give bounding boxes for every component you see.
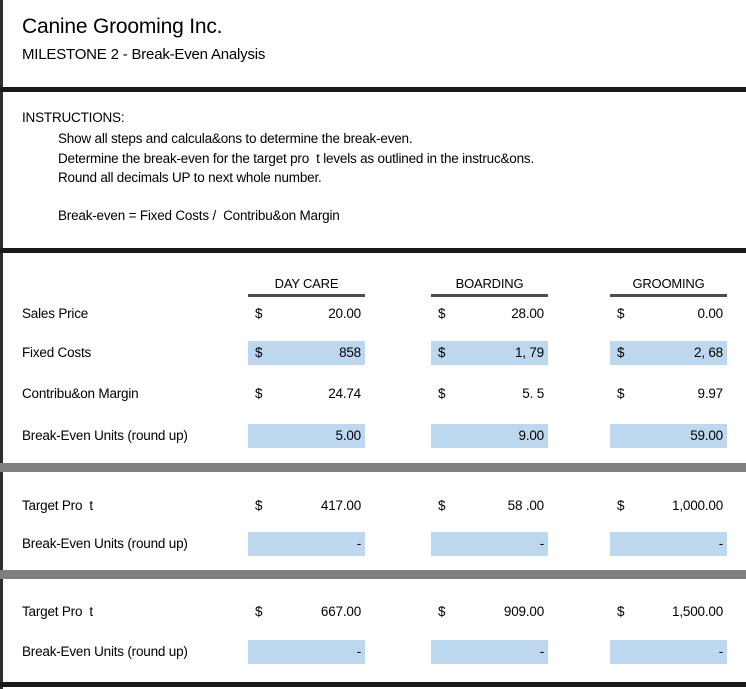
cell-value: 9.00 (518, 428, 545, 443)
row-label: Break-Even Units (round up) (22, 536, 188, 551)
currency-symbol: $ (255, 345, 263, 360)
section-divider-black (0, 87, 746, 92)
left-border-rule (0, 0, 3, 689)
currency-symbol: $ (255, 604, 263, 619)
cell-value: 1, 79 (514, 345, 544, 360)
input-cell-fixed-costs-boarding[interactable]: $ 1, 79 (431, 341, 548, 365)
currency-symbol: $ (617, 306, 625, 321)
cell-sales-price-boarding: $ 28.00 (431, 302, 548, 326)
cell-value: 1,000.00 (672, 498, 723, 513)
cell-target-profit2-daycare: $ 667.00 (248, 600, 365, 624)
bottom-border-rule (0, 682, 746, 687)
cell-contribution-margin-daycare: $ 24.74 (248, 382, 365, 406)
cell-value: 5.00 (335, 428, 362, 443)
cell-value: 2, 68 (693, 345, 723, 360)
currency-symbol: $ (617, 498, 625, 513)
row-label: Fixed Costs (22, 345, 92, 360)
currency-symbol: $ (617, 345, 625, 360)
cell-target-profit1-grooming: $ 1,000.00 (610, 494, 727, 518)
cell-value: - (539, 536, 545, 551)
cell-value: 9.97 (697, 386, 724, 401)
input-cell-beu3-boarding[interactable]: - (431, 640, 548, 664)
table-row-break-even-units-1: Break-Even Units (round up) 5.00 9.00 59… (0, 424, 746, 448)
column-header-label: DAY CARE (274, 276, 339, 291)
cell-value: - (718, 644, 724, 659)
row-label: Contribu&on Margin (22, 386, 139, 401)
table-row-sales-price: Sales Price $ 20.00 $ 28.00 $ 0.00 (0, 302, 746, 326)
input-cell-beu2-daycare[interactable]: - (248, 532, 365, 556)
column-header-daycare: DAY CARE (248, 276, 365, 297)
currency-symbol: $ (438, 345, 446, 360)
currency-symbol: $ (438, 306, 446, 321)
cell-value: - (718, 536, 724, 551)
input-cell-beu2-boarding[interactable]: - (431, 532, 548, 556)
cell-value: 858 (339, 345, 361, 360)
table-row-break-even-units-3: Break-Even Units (round up) - - - (0, 640, 746, 664)
table-row-target-profit-2: Target Pro t $ 667.00 $ 909.00 $ 1,500.0… (0, 600, 746, 624)
cell-value: 0.00 (697, 306, 724, 321)
currency-symbol: $ (617, 604, 625, 619)
cell-target-profit2-grooming: $ 1,500.00 (610, 600, 727, 624)
row-label: Break-Even Units (round up) (22, 428, 188, 443)
column-header-label: GROOMING (632, 276, 705, 291)
break-even-formula: Break-even = Fixed Costs / Contribu&on M… (58, 208, 340, 223)
cell-sales-price-grooming: $ 0.00 (610, 302, 727, 326)
cell-target-profit2-boarding: $ 909.00 (431, 600, 548, 624)
instruction-line: Show all steps and calcula&ons to determ… (58, 131, 413, 146)
column-header-boarding: BOARDING (431, 276, 548, 297)
currency-symbol: $ (438, 386, 446, 401)
cell-value: 24.74 (328, 386, 361, 401)
currency-symbol: $ (438, 604, 446, 619)
instructions-heading: INSTRUCTIONS: (22, 110, 125, 125)
input-cell-beu1-daycare[interactable]: 5.00 (248, 424, 365, 448)
input-cell-beu3-grooming[interactable]: - (610, 640, 727, 664)
input-cell-beu2-grooming[interactable]: - (610, 532, 727, 556)
section-divider-gray (0, 463, 746, 472)
cell-sales-price-daycare: $ 20.00 (248, 302, 365, 326)
input-cell-fixed-costs-daycare[interactable]: $ 858 (248, 341, 365, 365)
row-label: Break-Even Units (round up) (22, 644, 188, 659)
column-header-grooming: GROOMING (610, 276, 727, 297)
cell-target-profit1-boarding: $ 58 .00 (431, 494, 548, 518)
cell-value: 909.00 (503, 604, 544, 619)
currency-symbol: $ (255, 498, 263, 513)
input-cell-fixed-costs-grooming[interactable]: $ 2, 68 (610, 341, 727, 365)
table-row-break-even-units-2: Break-Even Units (round up) - - - (0, 532, 746, 556)
instruction-line: Determine the break-even for the target … (58, 151, 535, 166)
table-row-target-profit-1: Target Pro t $ 417.00 $ 58 .00 $ 1,000.0… (0, 494, 746, 518)
worksheet-title: MILESTONE 2 - Break-Even Analysis (22, 46, 266, 63)
cell-value: - (539, 644, 545, 659)
instruction-line: Round all decimals UP to next whole numb… (58, 170, 322, 185)
cell-contribution-margin-boarding: $ 5. 5 (431, 382, 548, 406)
row-label: Target Pro t (22, 604, 93, 619)
cell-value: 417.00 (320, 498, 361, 513)
cell-contribution-margin-grooming: $ 9.97 (610, 382, 727, 406)
cell-value: 20.00 (328, 306, 361, 321)
currency-symbol: $ (255, 306, 263, 321)
cell-value: 1,500.00 (672, 604, 723, 619)
input-cell-beu1-grooming[interactable]: 59.00 (610, 424, 727, 448)
currency-symbol: $ (438, 498, 446, 513)
table-row-contribution-margin: Contribu&on Margin $ 24.74 $ 5. 5 $ 9.97 (0, 382, 746, 406)
cell-value: 28.00 (511, 306, 544, 321)
cell-value: - (356, 536, 362, 551)
row-label: Target Pro t (22, 498, 93, 513)
cell-value: 5. 5 (522, 386, 544, 401)
table-row-fixed-costs: Fixed Costs $ 858 $ 1, 79 $ 2, 68 (0, 341, 746, 365)
input-cell-beu1-boarding[interactable]: 9.00 (431, 424, 548, 448)
cell-value: 667.00 (320, 604, 361, 619)
cell-value: 58 .00 (507, 498, 545, 513)
section-divider-black (0, 248, 746, 253)
cell-value: - (356, 644, 362, 659)
row-label: Sales Price (22, 306, 89, 321)
company-name: Canine Grooming Inc. (22, 15, 223, 38)
cell-target-profit1-daycare: $ 417.00 (248, 494, 365, 518)
input-cell-beu3-daycare[interactable]: - (248, 640, 365, 664)
section-divider-gray (0, 570, 746, 579)
currency-symbol: $ (617, 386, 625, 401)
currency-symbol: $ (255, 386, 263, 401)
column-header-label: BOARDING (455, 276, 524, 291)
cell-value: 59.00 (690, 428, 723, 443)
